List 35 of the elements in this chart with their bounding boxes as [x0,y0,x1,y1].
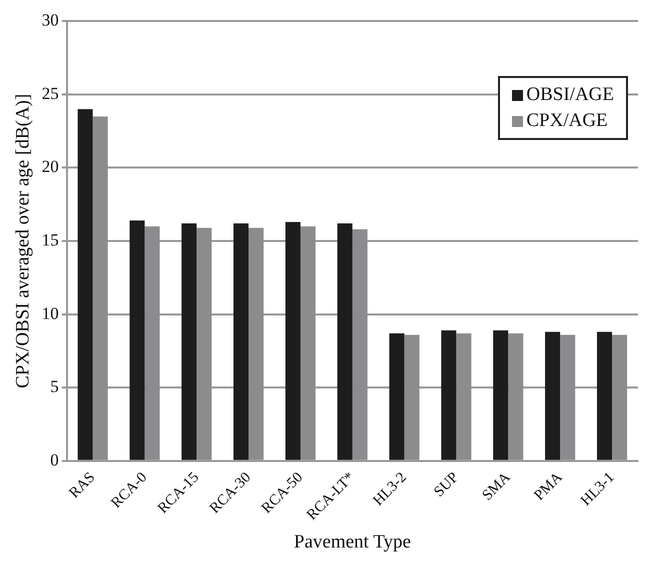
bar [456,333,472,460]
bar [389,333,404,460]
x-tick-label: SMA [479,469,514,504]
legend-label: CPX/AGE [526,109,608,133]
y-tick-label: 0 [50,450,59,470]
bar [130,220,145,460]
bar [508,333,524,460]
y-tick-label: 15 [42,230,59,250]
bar [248,228,264,460]
x-axis-title: Pavement Type [294,532,411,553]
bar [78,109,93,460]
bar [196,228,212,460]
bar [337,223,352,460]
bar [92,116,108,460]
y-tick-label: 5 [50,377,59,396]
bar [300,226,316,460]
bar [545,332,560,460]
bar [596,332,612,460]
bar [612,334,628,460]
legend-label: OBSI/AGE [526,83,614,107]
x-tick-label: SUP [431,470,462,500]
bar [404,334,420,460]
bar [560,334,576,460]
bar [144,226,160,460]
y-tick-label: 25 [42,84,59,103]
y-tick-label: 10 [42,304,59,323]
y-axis-title: CPX/OBSI averaged over age [dB(A)] [12,94,34,388]
bar [352,229,368,460]
bar [182,223,197,460]
y-tick-label: 30 [42,10,59,30]
bar [233,223,249,460]
bar [441,330,456,460]
bar [493,330,508,460]
bar [285,222,300,460]
y-tick-label: 20 [42,157,59,176]
